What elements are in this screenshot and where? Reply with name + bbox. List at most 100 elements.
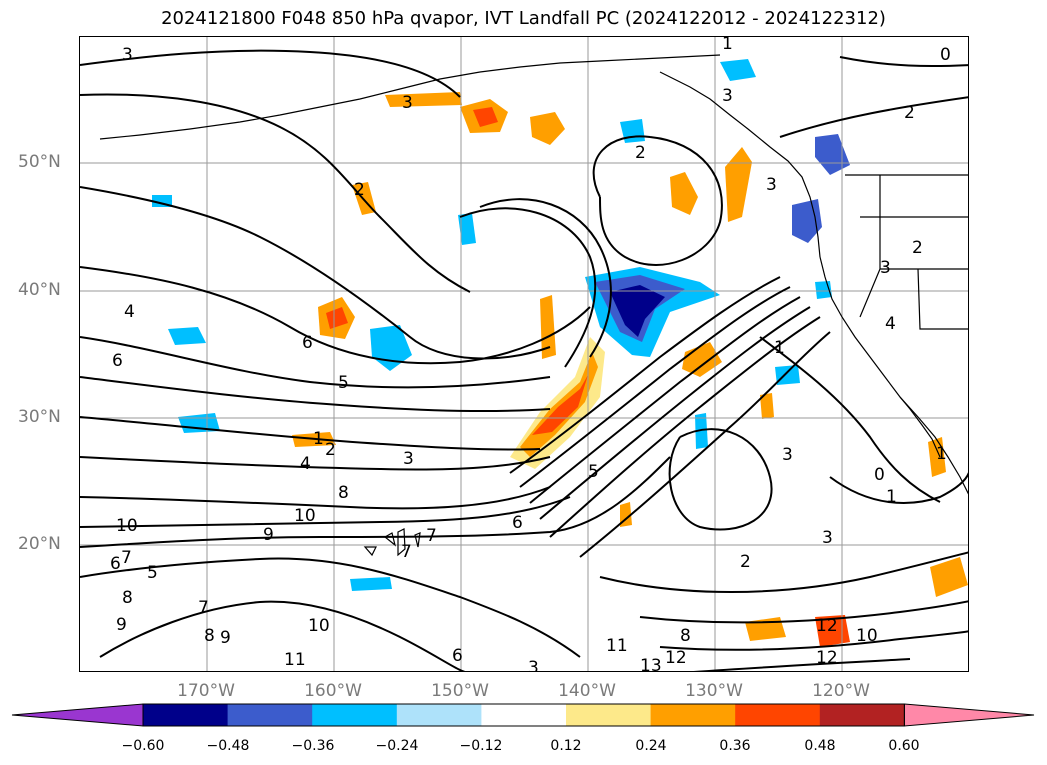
negative-patch-n-1 bbox=[720, 59, 756, 81]
contour-label: 4 bbox=[124, 302, 135, 322]
contour-label: 5 bbox=[147, 563, 158, 583]
colorbar-segment bbox=[735, 704, 821, 726]
contour-line bbox=[659, 630, 968, 651]
lon-label-120w: 120°W bbox=[812, 681, 870, 701]
colorbar-tick-label: −0.48 bbox=[206, 738, 250, 754]
contour-label: 3 bbox=[766, 175, 777, 195]
lat-label-50n: 50°N bbox=[18, 152, 61, 172]
contour-label: 3 bbox=[122, 45, 133, 65]
contour-label: 3 bbox=[528, 658, 539, 672]
hawaii-islands bbox=[363, 528, 421, 557]
contour-line bbox=[519, 286, 791, 488]
colorbar-tick-label: 0.12 bbox=[550, 738, 582, 754]
positive-patch-se-2 bbox=[815, 615, 850, 647]
positive-patch-ar-core-max bbox=[532, 375, 588, 435]
ivt-contours bbox=[80, 49, 968, 671]
colorbar-tick-label: 0.48 bbox=[804, 738, 836, 754]
positive-patch-gulf-1-core bbox=[473, 107, 498, 127]
colorbar-tick-label: 0.60 bbox=[888, 738, 920, 754]
contour-label: 3 bbox=[822, 528, 833, 548]
positive-patch-se-3 bbox=[930, 557, 968, 597]
contour-label: 4 bbox=[300, 454, 311, 474]
contour-label: 6 bbox=[112, 351, 123, 371]
contour-label: 10 bbox=[116, 516, 138, 536]
positive-patch-small-2 bbox=[760, 393, 774, 419]
contour-line bbox=[80, 416, 541, 451]
contour-label: 1 bbox=[936, 444, 947, 464]
contour-label: 10 bbox=[308, 616, 330, 636]
contour-line bbox=[539, 306, 811, 520]
colorbar-extend-high bbox=[903, 703, 1035, 727]
contour-line bbox=[80, 93, 471, 293]
coastlines bbox=[99, 54, 968, 557]
contour-label: 3 bbox=[722, 86, 733, 106]
contour-line bbox=[668, 428, 773, 531]
lon-label-160w: 160°W bbox=[304, 681, 362, 701]
contour-label: 7 bbox=[121, 548, 132, 568]
contour-labels: 3 3 2 1 3 2 0 2 3 2 3 4 4 6 6 5 1 2 4 3 … bbox=[110, 37, 951, 672]
colorbar-segment bbox=[312, 704, 398, 726]
colorbar-tick-label: −0.12 bbox=[459, 738, 503, 754]
contour-line bbox=[459, 207, 597, 368]
contour-label: 8 bbox=[204, 626, 215, 646]
lat-label-40n: 40°N bbox=[18, 280, 61, 300]
colorbar bbox=[11, 703, 1035, 727]
contour-label: 3 bbox=[402, 93, 413, 113]
contour-label: 0 bbox=[874, 465, 885, 485]
contour-label: 9 bbox=[116, 615, 127, 635]
map-title: 2024121800 F048 850 hPa qvapor, IVT Land… bbox=[161, 8, 886, 29]
contour-label: 2 bbox=[325, 440, 336, 460]
colorbar-tick-label: 0.36 bbox=[719, 738, 751, 754]
contour-line bbox=[829, 471, 968, 504]
colorbar-segment bbox=[650, 704, 736, 726]
lon-label-170w: 170°W bbox=[177, 681, 235, 701]
contour-line bbox=[80, 486, 551, 510]
contour-label: 12 bbox=[816, 648, 838, 668]
negative-patch-small-3 bbox=[775, 365, 800, 385]
contour-line bbox=[509, 276, 781, 474]
colorbar-segment bbox=[481, 704, 567, 726]
contour-line bbox=[529, 296, 801, 504]
contour-label: 2 bbox=[354, 180, 365, 200]
contour-label: 13 bbox=[640, 656, 662, 672]
lon-label-130w: 130°W bbox=[685, 681, 743, 701]
contour-line bbox=[80, 49, 461, 98]
contour-label: 8 bbox=[680, 626, 691, 646]
contour-label: 3 bbox=[782, 445, 793, 465]
contour-label: 7 bbox=[401, 542, 412, 562]
colorbar-tick-label: 0.24 bbox=[635, 738, 667, 754]
contour-label: 2 bbox=[635, 143, 646, 163]
contour-label: 1 bbox=[886, 487, 897, 507]
contour-label: 6 bbox=[110, 554, 121, 574]
contour-line bbox=[80, 496, 571, 528]
contour-label: 2 bbox=[740, 552, 751, 572]
baja-coast bbox=[899, 396, 941, 458]
state-lines bbox=[859, 175, 968, 330]
contour-label: 3 bbox=[403, 449, 414, 469]
contour-label: 1 bbox=[313, 429, 324, 449]
contour-label: 12 bbox=[665, 648, 687, 668]
contour-line bbox=[80, 266, 591, 365]
contour-line bbox=[759, 336, 941, 503]
contour-label: 9 bbox=[263, 525, 274, 545]
positive-patch-gulf-2 bbox=[530, 112, 565, 145]
positive-patch-coast-1 bbox=[725, 147, 752, 222]
colorbar-segment bbox=[819, 704, 905, 726]
positive-anomaly-patches bbox=[292, 92, 968, 647]
negative-patch-n-2 bbox=[620, 119, 645, 143]
contour-line bbox=[549, 316, 821, 538]
contour-line bbox=[693, 658, 911, 671]
negative-patch-small-4 bbox=[350, 577, 392, 591]
contour-label: 4 bbox=[885, 314, 896, 334]
positive-patch-w-1-core bbox=[326, 307, 348, 329]
negative-patch-main-core bbox=[610, 285, 665, 337]
negative-patch-w-1 bbox=[370, 325, 412, 371]
negative-patch-coast bbox=[792, 199, 822, 243]
contour-label: 1 bbox=[774, 338, 785, 358]
contour-line bbox=[592, 135, 723, 266]
lat-label-20n: 20°N bbox=[18, 534, 61, 554]
contour-line bbox=[599, 551, 968, 593]
contour-label: 11 bbox=[606, 636, 628, 656]
colorbar-outline bbox=[142, 703, 905, 727]
contour-label: 7 bbox=[426, 526, 437, 546]
